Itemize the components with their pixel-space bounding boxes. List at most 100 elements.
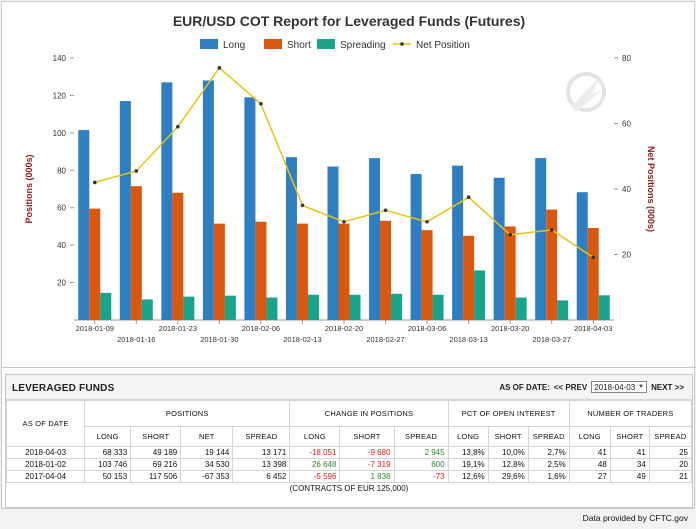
next-link[interactable]: NEXT >>: [651, 382, 684, 392]
prev-link[interactable]: << PREV: [553, 382, 588, 392]
bar-spreading: [349, 294, 361, 320]
bar-spreading: [391, 293, 403, 320]
group-positions: POSITIONS: [84, 400, 291, 427]
watermark-bolt-icon: [572, 76, 602, 112]
y2-tick-label: 20: [622, 251, 631, 260]
x-tick-label: 2018-02-06: [242, 324, 280, 333]
net-position-point: [425, 219, 429, 224]
x-tick-label: 2018-03-20: [491, 324, 529, 333]
bar-long: [493, 177, 505, 320]
y-tick-label: 100: [53, 129, 67, 138]
y-tick-label: 120: [53, 91, 67, 100]
bar-long: [161, 82, 173, 320]
report-frame: EUR/USD COT Report for Leveraged Funds (…: [1, 1, 696, 509]
bar-short: [296, 223, 308, 320]
bar-spreading: [557, 300, 569, 320]
bar-spreading: [266, 297, 278, 320]
bar-spreading: [100, 292, 112, 320]
chevron-down-icon: ▼: [638, 384, 645, 390]
table-cell: 117 506: [130, 470, 182, 483]
as-of-date-control: AS OF DATE: << PREV 2018-04-03 ▼ NEXT >>: [499, 381, 684, 393]
subheader-long: LONG: [289, 426, 341, 447]
bar-long: [369, 158, 381, 320]
divider: [2, 367, 696, 368]
date-select[interactable]: 2018-04-03 ▼: [591, 381, 648, 393]
table-cell: 19 144: [180, 446, 234, 459]
net-position-point: [217, 66, 222, 70]
y-tick-label: 20: [57, 279, 66, 288]
col-as-of-date: AS OF DATE: [5, 400, 86, 447]
bar-spreading: [141, 299, 153, 320]
bar-long: [119, 101, 131, 321]
bar-short: [130, 186, 142, 320]
as-of-label: AS OF DATE:: [499, 382, 550, 392]
group-change-in-positions: CHANGE IN POSITIONS: [289, 400, 449, 427]
legend-swatch-long: [200, 39, 218, 49]
table-cell: 34: [609, 458, 650, 471]
legend-marker-net-position: [400, 42, 404, 46]
y-tick-label: 80: [57, 166, 66, 175]
table-cell: 50 153: [84, 470, 132, 483]
bar-long: [244, 97, 256, 320]
table-cell: 600: [393, 458, 449, 471]
bar-short: [504, 226, 516, 320]
bar-short: [89, 208, 101, 320]
x-tick-label: 2018-01-23: [159, 324, 197, 333]
x-tick-label: 2018-01-09: [76, 324, 114, 333]
table-cell: 26 648: [289, 458, 341, 471]
x-tick-label: 2018-02-20: [325, 324, 363, 333]
row-date: 2017-04-04: [5, 470, 86, 483]
bar-short: [587, 227, 599, 320]
bar-long: [78, 130, 90, 320]
legend-label-short: Short: [287, 40, 311, 51]
bar-spreading: [224, 295, 236, 320]
row-date: 2018-04-03: [5, 446, 86, 459]
bar-long: [535, 158, 547, 320]
bar-long: [285, 157, 297, 320]
table-cell: 13 398: [232, 458, 291, 471]
bar-long: [202, 80, 214, 320]
table-cell: 1,6%: [527, 470, 570, 483]
bar-spreading: [474, 270, 486, 320]
legend-label-spreading: Spreading: [340, 40, 386, 51]
chart-area: EUR/USD COT Report for Leveraged Funds (…: [2, 2, 696, 366]
net-position-point: [591, 255, 596, 260]
table-cell: 25: [648, 446, 693, 459]
y2-tick-label: 80: [622, 54, 631, 63]
table-cell: -9 680: [339, 446, 395, 459]
subheader-spread: SPREAD: [527, 426, 570, 447]
cot-table: AS OF DATE POSITIONS CHANGE IN POSITIONS…: [5, 400, 693, 494]
bar-short: [213, 223, 225, 320]
table-cell: -5 596: [289, 470, 341, 483]
net-position-point: [508, 233, 512, 237]
y2-axis-title: Net Positions (000s): [646, 146, 656, 232]
legend-swatch-spreading: [317, 39, 335, 49]
group-pct-open-interest: PCT OF OPEN INTEREST: [447, 400, 570, 427]
bar-short: [380, 220, 392, 320]
bar-short: [463, 235, 475, 320]
subheader-spread: SPREAD: [232, 426, 291, 447]
subheader-spread: SPREAD: [393, 426, 449, 447]
y-tick-label: 60: [57, 204, 66, 213]
x-tick-label: 2018-02-13: [283, 335, 321, 344]
table-cell: 2,5%: [527, 458, 570, 471]
table-cell: 41: [568, 446, 611, 459]
table-cell: 21: [648, 470, 693, 483]
table-cell: 13,8%: [447, 446, 489, 459]
x-tick-label: 2018-03-27: [533, 335, 571, 344]
subheader-net: NET: [180, 426, 234, 447]
bar-short: [255, 221, 267, 320]
net-position-point: [466, 195, 471, 199]
table-cell: 27: [568, 470, 611, 483]
legend-label-net-position: Net Position: [416, 40, 470, 51]
row-date: 2018-01-02: [5, 458, 86, 471]
table-row: 2018-04-03 68 333 49 189 19 144 13 171 -18 05…: [5, 446, 693, 459]
bar-short: [546, 209, 558, 320]
bar-short: [421, 230, 433, 320]
table-cell: 6 452: [232, 470, 291, 483]
net-position-point: [92, 180, 97, 185]
table-cell: -7 319: [339, 458, 395, 471]
subheader-short: SHORT: [339, 426, 395, 447]
group-number-of-traders: NUMBER OF TRADERS: [568, 400, 693, 427]
subheader-long: LONG: [447, 426, 489, 447]
